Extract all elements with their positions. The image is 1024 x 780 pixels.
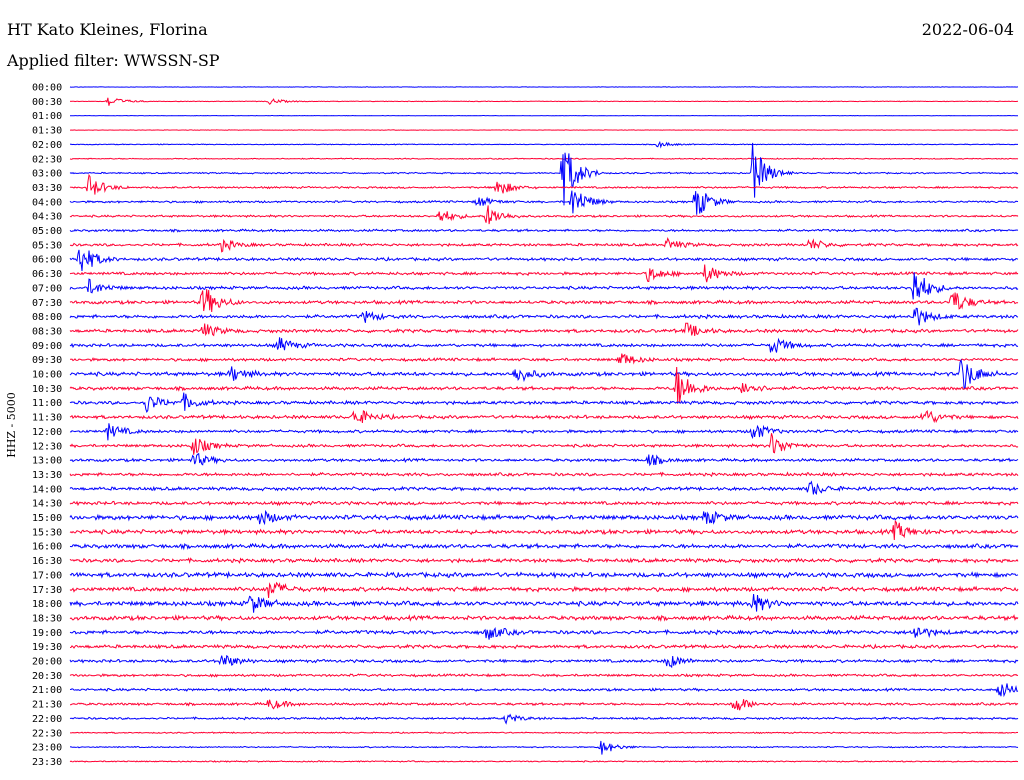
row-time-label: 22:30 <box>32 728 62 739</box>
trace-row <box>69 190 1019 215</box>
trace-row <box>69 237 1019 253</box>
row-time-label: 23:00 <box>32 743 62 754</box>
row-time-label: 11:30 <box>32 413 62 424</box>
row-time-label: 15:30 <box>32 527 62 538</box>
trace-row <box>69 480 1019 496</box>
row-time-label: 00:30 <box>32 97 62 108</box>
trace-row <box>69 205 1019 225</box>
trace-row <box>69 97 1019 106</box>
row-time-label: 12:00 <box>32 427 62 438</box>
trace-row <box>69 140 1018 149</box>
trace-row <box>69 423 1019 441</box>
trace-row <box>69 249 1019 272</box>
row-time-label: 18:30 <box>32 613 62 624</box>
row-time-label: 21:30 <box>32 700 62 711</box>
row-time-label: 01:30 <box>32 126 62 137</box>
row-time-label: 10:30 <box>32 384 62 395</box>
trace-row <box>69 626 1019 640</box>
trace-row <box>69 556 1019 564</box>
row-time-label: 02:30 <box>32 154 62 165</box>
trace-row <box>69 289 1019 313</box>
row-time-label: 23:30 <box>32 757 62 768</box>
row-time-label: 03:30 <box>32 183 62 194</box>
row-time-label: 06:00 <box>32 255 62 266</box>
row-time-label: 02:00 <box>32 140 62 151</box>
trace-row <box>69 471 1019 478</box>
trace-row <box>69 157 1019 160</box>
trace-row <box>69 433 1019 455</box>
y-axis-label: HHZ - 5000 <box>5 392 18 458</box>
row-time-label: 06:30 <box>32 269 62 280</box>
trace-row <box>69 272 1019 300</box>
row-time-label: 21:00 <box>32 685 62 696</box>
date-label: 2022-06-04 <box>921 20 1014 39</box>
row-time-label: 09:30 <box>32 355 62 366</box>
row-time-label: 16:00 <box>32 542 62 553</box>
trace-row <box>69 322 1019 337</box>
row-time-label: 13:00 <box>32 456 62 467</box>
row-time-label: 17:00 <box>32 570 62 581</box>
row-time-label: 12:30 <box>32 441 62 452</box>
trace-row <box>69 581 1019 599</box>
trace-row <box>70 699 1019 711</box>
trace-row <box>69 713 1019 725</box>
trace-row <box>69 353 1019 365</box>
row-time-label: 13:30 <box>32 470 62 481</box>
trace-row <box>69 173 1019 195</box>
trace-row <box>69 614 1019 623</box>
row-time-label: 19:00 <box>32 628 62 639</box>
row-time-label: 08:00 <box>32 312 62 323</box>
trace-row <box>69 500 1019 507</box>
row-time-label: 16:30 <box>32 556 62 567</box>
row-time-label: 14:00 <box>32 484 62 495</box>
trace-row <box>69 509 1019 526</box>
trace-row <box>69 740 1019 755</box>
trace-row <box>69 594 1019 613</box>
trace-row <box>69 392 1019 414</box>
station-title: HT Kato Kleines, Florina <box>7 20 208 39</box>
row-time-label: 03:00 <box>32 169 62 180</box>
row-time-label: 09:00 <box>32 341 62 352</box>
row-time-label: 20:00 <box>32 657 62 668</box>
trace-row <box>69 673 1019 678</box>
row-time-label: 00:00 <box>32 83 62 94</box>
row-time-label: 04:00 <box>32 197 62 208</box>
row-time-label: 17:30 <box>32 585 62 596</box>
row-time-label: 05:00 <box>32 226 62 237</box>
trace-row <box>69 570 1019 579</box>
trace-row <box>70 129 1018 131</box>
trace-row <box>69 519 1019 541</box>
row-time-label: 15:00 <box>32 513 62 524</box>
row-time-label: 07:30 <box>32 298 62 309</box>
trace-row <box>69 654 1019 669</box>
row-time-label: 22:00 <box>32 714 62 725</box>
row-time-label: 10:00 <box>32 370 62 381</box>
row-time-label: 18:00 <box>32 599 62 610</box>
row-time-label: 04:30 <box>32 212 62 223</box>
trace-row <box>69 366 1019 404</box>
trace-row <box>69 683 1019 698</box>
trace-row <box>69 264 1019 283</box>
trace-row <box>69 760 1019 763</box>
trace-row <box>69 337 1019 353</box>
trace-row <box>69 452 1019 467</box>
trace-row <box>69 409 1019 424</box>
row-time-label: 07:00 <box>32 283 62 294</box>
trace-row <box>69 228 1019 233</box>
trace-row <box>69 358 1019 390</box>
row-time-label: 19:30 <box>32 642 62 653</box>
trace-row <box>69 307 1019 326</box>
row-time-label: 05:30 <box>32 240 62 251</box>
row-time-label: 20:30 <box>32 671 62 682</box>
row-time-label: 14:30 <box>32 499 62 510</box>
trace-row <box>69 643 1019 650</box>
row-time-label: 08:30 <box>32 326 62 337</box>
row-time-label: 01:00 <box>32 111 62 122</box>
trace-row <box>69 142 1019 206</box>
trace-row <box>70 731 1019 735</box>
trace-row <box>69 542 1019 551</box>
row-time-label: 11:00 <box>32 398 62 409</box>
filter-label: Applied filter: WWSSN-SP <box>7 51 220 70</box>
